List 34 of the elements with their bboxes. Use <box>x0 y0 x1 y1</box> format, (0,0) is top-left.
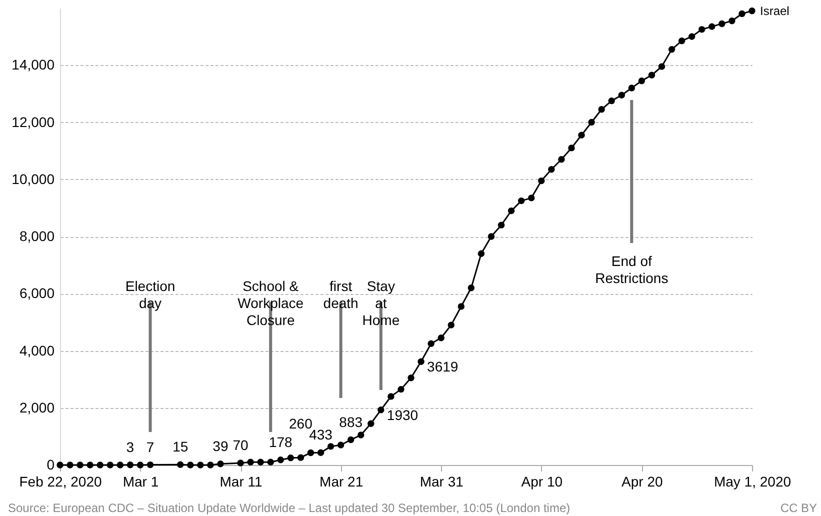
series-label: Israel <box>760 4 790 18</box>
y-tick-label: 6,000 <box>19 285 55 302</box>
data-label: 15 <box>172 438 188 455</box>
x-tick-label: May 1, 2020 <box>714 474 792 490</box>
y-tick-label: 0 <box>46 456 55 472</box>
data-label: 3619 <box>427 358 458 375</box>
x-tick-label: Mar 21 <box>320 474 364 490</box>
data-label: 883 <box>339 414 363 430</box>
x-tick-label: Apr 10 <box>521 474 563 490</box>
x-tick-label: Mar 31 <box>420 474 464 490</box>
source-note: Source: European CDC – Situation Update Worldwide – Last updated 30 September, 10:05 (London time) <box>8 501 570 515</box>
text: CC BY <box>780 501 817 515</box>
x-tick-label: Mar 1 <box>122 474 159 490</box>
x-tick-label: Feb 22, 2020 <box>19 474 102 490</box>
x-tick-label: Apr 20 <box>622 474 664 490</box>
y-tick-label: 12,000 <box>12 114 55 130</box>
data-label: 178 <box>268 434 293 450</box>
data-label: 260 <box>289 416 313 432</box>
y-tick-label: 14,000 <box>12 56 55 73</box>
y-tick-label: 4,000 <box>19 342 55 358</box>
data-label: 3 <box>126 438 134 455</box>
data-label: 7 <box>146 438 154 455</box>
y-tick-label: 8,000 <box>19 228 55 244</box>
y-tick-label: 2,000 <box>19 399 55 416</box>
ref-line-label: Stay at Home <box>362 278 400 328</box>
ref-line-label: End of Restrictions <box>595 253 668 286</box>
ref-line-label: first death <box>323 278 358 311</box>
x-tick-label: Mar 11 <box>220 474 262 490</box>
data-label: 70 <box>232 437 249 453</box>
data-label: 39 <box>212 438 228 454</box>
data-label: 1930 <box>386 406 418 423</box>
ref-line-label: School & Workplace Closure <box>238 278 304 328</box>
ref-line-label: Election day <box>125 278 176 311</box>
y-tick-label: 10,000 <box>12 170 55 187</box>
